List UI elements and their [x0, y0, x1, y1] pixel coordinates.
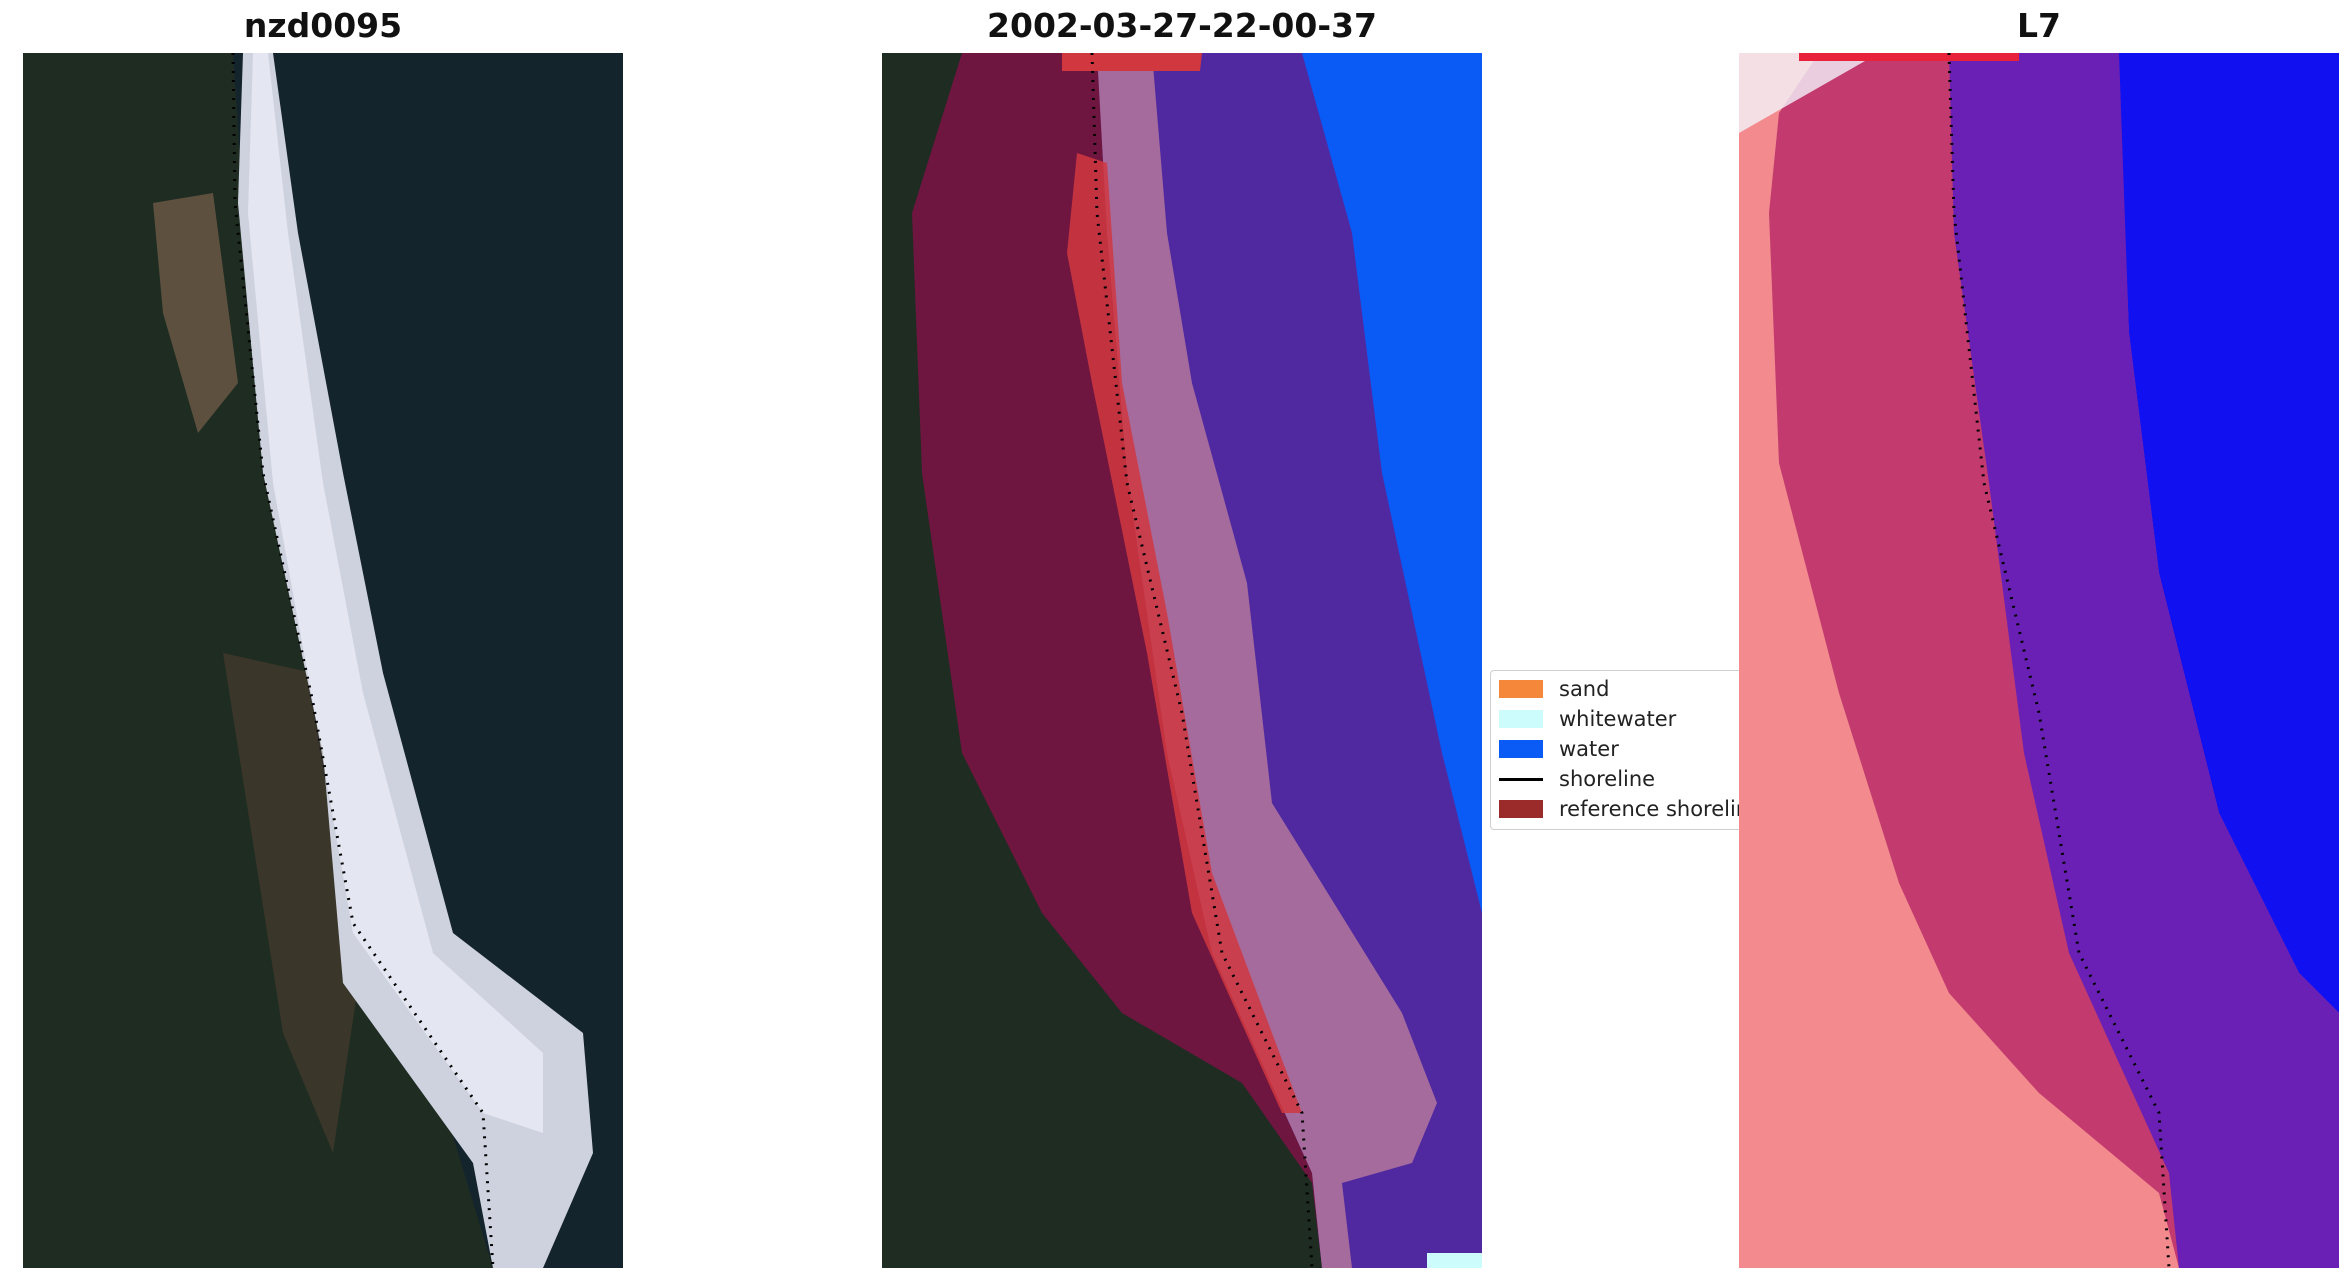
rgb-image	[23, 53, 623, 1268]
mndwi-image	[1739, 53, 2339, 1268]
classified-image	[882, 53, 1482, 1268]
rgb-image-panel	[23, 53, 623, 1268]
legend-item-shoreline: shoreline	[1499, 767, 1655, 791]
buffer-water	[1097, 53, 1482, 1268]
satellite-title: L7	[2017, 6, 2061, 45]
legend-swatch-shoreline	[1499, 777, 1543, 781]
mndwi-bright-corner	[1739, 53, 1939, 133]
mndwi-image-panel	[1739, 53, 2339, 1268]
surf-zone-bright	[248, 53, 543, 1133]
mndwi-top-strip	[1799, 53, 2019, 61]
legend-label: whitewater	[1559, 707, 1677, 731]
shoreline-line	[1090, 53, 1314, 1268]
legend-label: shoreline	[1559, 767, 1656, 791]
legend-item-water: water	[1499, 737, 1619, 761]
legend-label: reference shoreline	[1559, 797, 1751, 821]
legend-item-reference-shoreline: reference shoreline	[1499, 797, 1751, 821]
legend-swatch-reference-shoreline	[1499, 800, 1543, 818]
legend-item-sand: sand	[1499, 677, 1609, 701]
legend-swatch-water	[1499, 740, 1543, 758]
mndwi-buffer-water	[1949, 53, 2339, 1268]
buffer-surf	[1097, 53, 1437, 1268]
legend-swatch-whitewater	[1499, 710, 1543, 728]
date-title: 2002-03-27-22-00-37	[987, 6, 1377, 45]
legend-label: sand	[1559, 677, 1610, 701]
site-title: nzd0095	[243, 6, 403, 45]
legend-label: water	[1559, 737, 1619, 761]
classified-image-panel	[882, 53, 1482, 1268]
sand-patch	[153, 193, 238, 433]
reference-shoreline-band	[1067, 153, 1302, 1113]
legend: sand whitewater water shoreline referenc…	[1490, 670, 1751, 830]
legend-swatch-sand	[1499, 680, 1543, 698]
shoreline-line	[1947, 53, 2171, 1268]
whitewater-patch	[1427, 1253, 1482, 1268]
legend-item-whitewater: whitewater	[1499, 707, 1676, 731]
reference-shoreline-band	[1062, 53, 1202, 71]
